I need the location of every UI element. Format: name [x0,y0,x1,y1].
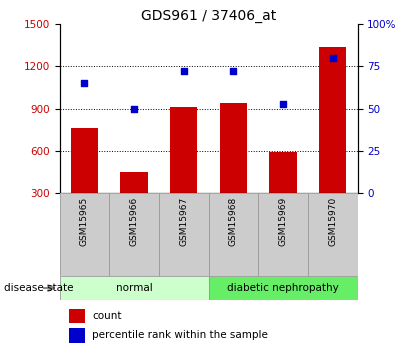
Text: GSM15965: GSM15965 [80,197,89,246]
Point [180,69,187,74]
Bar [258,193,308,276]
Text: GSM15967: GSM15967 [179,197,188,246]
Bar [208,276,358,300]
Text: GSM15970: GSM15970 [328,197,337,246]
Bar [159,193,208,276]
Bar [220,103,247,235]
Bar [120,172,148,235]
Point [81,80,88,86]
Text: normal: normal [116,283,152,293]
Bar [208,193,258,276]
Text: GSM15969: GSM15969 [279,197,288,246]
Bar [69,328,85,343]
Bar [71,128,98,235]
Bar [270,152,297,235]
Bar [308,193,358,276]
Text: GSM15966: GSM15966 [129,197,139,246]
Title: GDS961 / 37406_at: GDS961 / 37406_at [141,9,276,23]
Bar [170,107,197,235]
Text: count: count [92,311,122,321]
Bar [69,309,85,324]
Text: percentile rank within the sample: percentile rank within the sample [92,331,268,341]
Bar [109,193,159,276]
Point [330,55,336,61]
Text: GSM15968: GSM15968 [229,197,238,246]
Text: diabetic nephropathy: diabetic nephropathy [227,283,339,293]
Text: disease state: disease state [4,283,74,293]
Bar [60,193,109,276]
Point [280,101,286,106]
Point [230,69,237,74]
Bar [60,276,209,300]
Bar [319,47,346,235]
Point [131,106,137,111]
